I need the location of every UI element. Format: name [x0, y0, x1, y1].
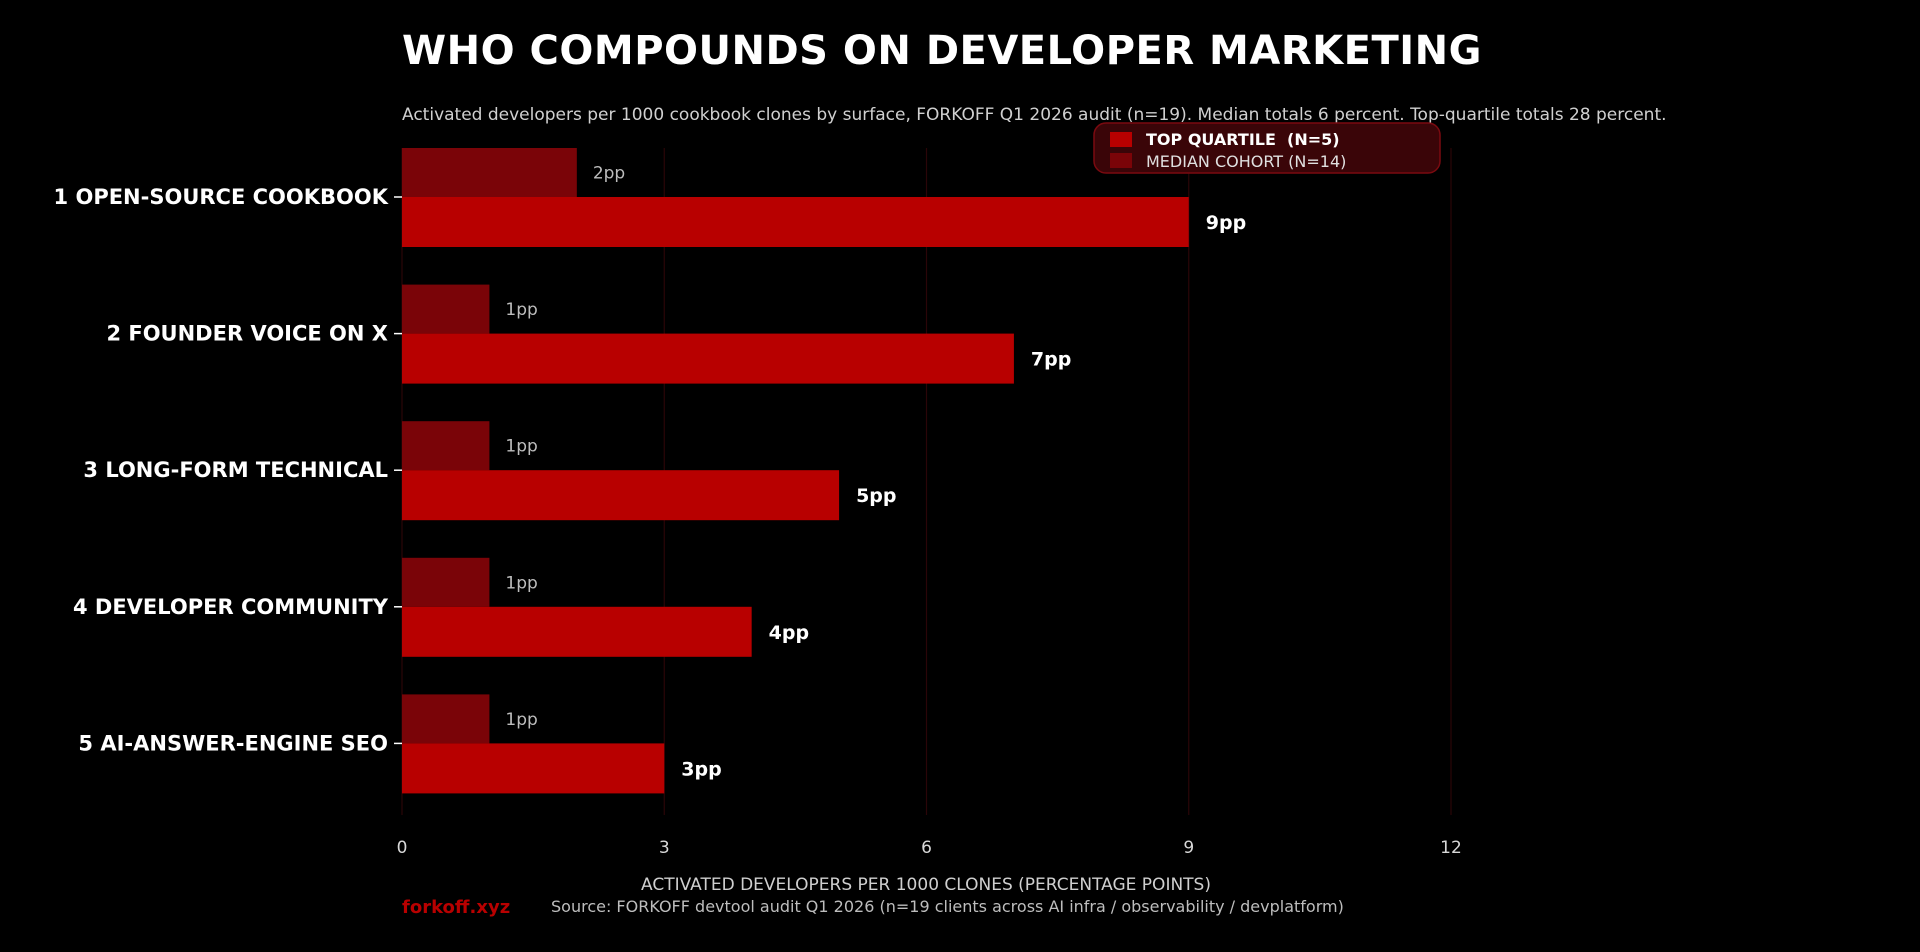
bar-median-3 — [402, 421, 490, 471]
bar-top-quartile-2 — [402, 333, 1014, 384]
data-label-median-1: 2pp — [593, 164, 625, 184]
x-tick-label-3: 9 — [1183, 838, 1194, 858]
bar-median-1 — [402, 148, 577, 197]
bars: 2pp 9pp 1pp 7pp 1pp 5pp 1pp 4pp 1pp 3pp — [402, 148, 1246, 794]
data-label-median-4: 1pp — [505, 573, 537, 593]
bar-median-2 — [402, 284, 490, 334]
source-note: Source: FORKOFF devtool audit Q1 2026 (n… — [551, 897, 1344, 916]
x-tick-label-4: 12 — [1440, 838, 1462, 858]
bar-top-quartile-1 — [402, 197, 1189, 247]
category-label-3: 3 LONG-FORM TECHNICAL — [83, 458, 388, 482]
bar-median-5 — [402, 694, 490, 744]
data-label-top-quartile-3: 5pp — [856, 485, 896, 507]
data-label-median-5: 1pp — [505, 710, 537, 730]
x-axis: 0 3 6 9 12 — [397, 838, 1462, 858]
category-label-5: 5 AI-ANSWER-ENGINE SEO — [78, 731, 388, 755]
category-label-1: 1 OPEN-SOURCE COOKBOOK — [54, 185, 389, 209]
legend-swatch-median-cohort — [1110, 153, 1132, 168]
data-label-top-quartile-5: 3pp — [681, 758, 721, 780]
data-label-top-quartile-2: 7pp — [1031, 349, 1071, 371]
data-label-top-quartile-4: 4pp — [769, 622, 809, 644]
category-label-2: 2 FOUNDER VOICE ON X — [106, 322, 388, 346]
brand-logo[interactable]: forkoff.xyz — [402, 897, 510, 918]
data-label-top-quartile-1: 9pp — [1206, 212, 1246, 234]
category-labels: 1 OPEN-SOURCE COOKBOOK 2 FOUNDER VOICE ON… — [54, 185, 402, 755]
legend-swatch-top-quartile — [1110, 132, 1132, 147]
legend-box — [1093, 122, 1441, 174]
x-tick-label-0: 0 — [397, 838, 408, 858]
legend-label-median-cohort: MEDIAN COHORT (N=14) — [1146, 152, 1346, 171]
bar-top-quartile-3 — [402, 470, 840, 521]
bar-top-quartile-4 — [402, 606, 752, 657]
x-axis-label: ACTIVATED DEVELOPERS PER 1000 CLONES (PE… — [641, 875, 1211, 895]
chart-subtitle: Activated developers per 1000 cookbook c… — [402, 105, 1667, 125]
bar-median-4 — [402, 557, 490, 607]
data-label-median-2: 1pp — [505, 300, 537, 320]
x-tick-label-2: 6 — [921, 838, 932, 858]
legend: TOP QUARTILE (N=5) MEDIAN COHORT (N=14) — [1093, 122, 1441, 174]
bar-top-quartile-5 — [402, 743, 665, 794]
data-label-median-3: 1pp — [505, 437, 537, 457]
legend-label-top-quartile: TOP QUARTILE (N=5) — [1146, 130, 1340, 149]
chart-title: WHO COMPOUNDS ON DEVELOPER MARKETING — [402, 28, 1482, 74]
category-label-4: 4 DEVELOPER COMMUNITY — [73, 595, 389, 619]
x-tick-label-1: 3 — [659, 838, 670, 858]
